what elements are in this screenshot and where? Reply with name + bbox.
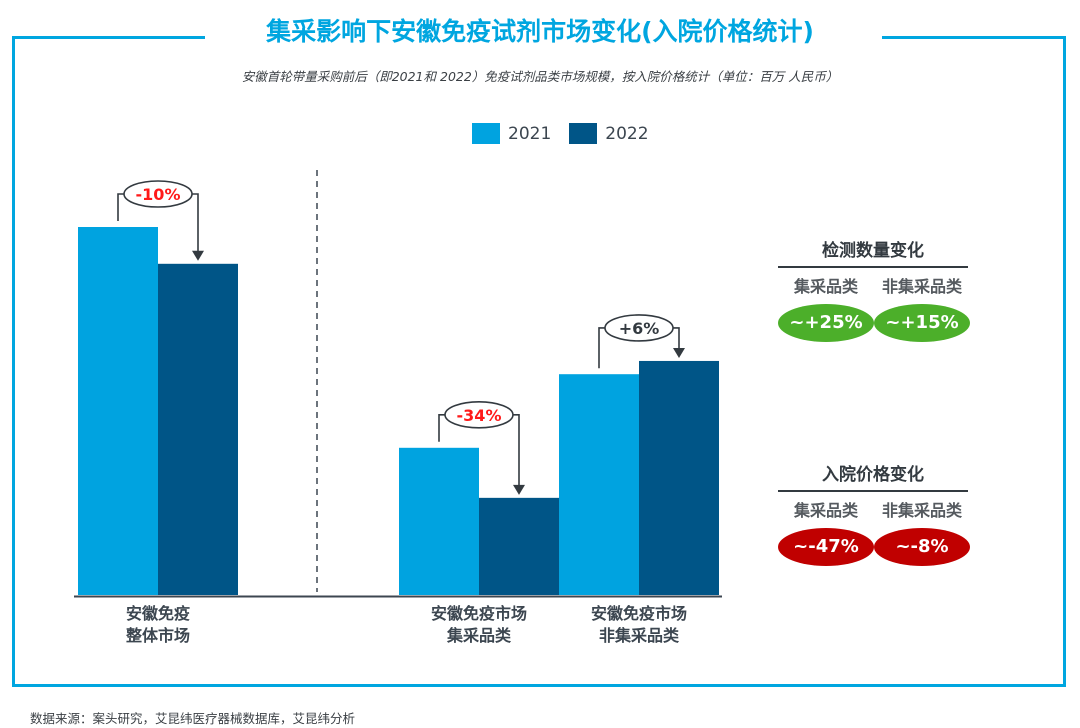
legend-label-2022: 2022 [605,123,649,144]
annotation-bracket-right-1 [513,414,520,486]
annotation-arrow-icon-1 [513,484,525,495]
test-volume-noncollective: 非集采品类 ~+15% [874,276,970,342]
legend-item-2022: 2022 [569,123,649,144]
test-volume-collective-label: 集采品类 [793,277,858,296]
price-change-collective: 集采品类 ~-47% [778,500,874,566]
price-change-panel: 入院价格变化 集采品类 ~-47% 非集采品类 ~-8% [778,460,970,566]
annotation-bracket-left-0 [117,193,124,221]
legend-swatch-2021 [472,123,500,144]
x-tick-label-2-line2: 非集采品类 [598,626,679,645]
price-change-heading: 入院价格变化 [778,460,968,492]
chart-frame [12,36,1066,687]
x-tick-label-2: 安徽免疫市场 非集采品类 [559,603,719,647]
x-tick-label-2-line1: 安徽免疫市场 [590,604,687,623]
test-volume-collective: 集采品类 ~+25% [778,276,874,342]
annotation-ellipse-1 [444,400,514,429]
price-change-noncollective: 非集采品类 ~-8% [874,500,970,566]
chart-title-text: 集采影响下安徽免疫试剂市场变化(入院价格统计) [252,17,828,46]
x-tick-label-0-line2: 整体市场 [125,626,190,645]
annotation-ellipse-0 [123,180,193,208]
chart-title: 集采影响下安徽免疫试剂市场变化(入院价格统计) [0,12,1080,52]
annotation-arrow-icon-0 [192,250,204,261]
price-change-noncollective-badge: ~-8% [874,528,970,566]
annotation-bracket-left-2 [598,327,605,369]
price-change-collective-badge: ~-47% [778,528,874,566]
price-change-noncollective-label: 非集采品类 [881,501,962,520]
bar-2022-0 [158,263,238,595]
bar-2021-2 [559,374,639,595]
annotation-arrow-icon-2 [673,347,685,358]
test-volume-heading: 检测数量变化 [778,236,968,268]
bar-2021-0 [78,227,158,595]
annotation-label-1: -34% [457,406,502,425]
x-tick-label-1-line1: 安徽免疫市场 [430,604,527,623]
test-volume-collective-badge: ~+25% [778,304,874,342]
legend-item-2021: 2021 [472,123,551,144]
test-volume-noncollective-badge: ~+15% [874,304,970,342]
annotation-label-0: -10% [136,185,181,204]
bar-2022-1 [479,497,559,595]
legend-swatch-2022 [569,123,598,144]
test-volume-noncollective-label: 非集采品类 [881,277,962,296]
x-tick-label-1-line2: 集采品类 [446,626,511,645]
price-change-collective-label: 集采品类 [793,501,858,520]
annotation-bracket-right-2 [673,327,680,349]
annotation-label-2: +6% [619,319,660,338]
annotation-bracket-right-0 [192,193,199,252]
legend-label-2021: 2021 [508,123,552,144]
data-source-note: 数据来源：案头研究，艾昆纬医疗器械数据库，艾昆纬分析 [30,711,356,726]
bar-2022-2 [639,360,719,595]
test-volume-panel: 检测数量变化 集采品类 ~+25% 非集采品类 ~+15% [778,236,970,342]
x-tick-label-0-line1: 安徽免疫 [125,604,190,623]
legend: 2021 2022 [472,123,667,144]
x-tick-label-1: 安徽免疫市场 集采品类 [399,603,559,647]
x-tick-label-0: 安徽免疫 整体市场 [78,603,238,647]
annotation-ellipse-2 [604,314,674,342]
annotation-bracket-left-1 [438,414,445,442]
bar-2021-1 [399,447,479,595]
chart-subtitle: 安徽首轮带量采购前后（即2021和 2022）免疫试剂品类市场规模，按入院价格统… [241,69,839,84]
